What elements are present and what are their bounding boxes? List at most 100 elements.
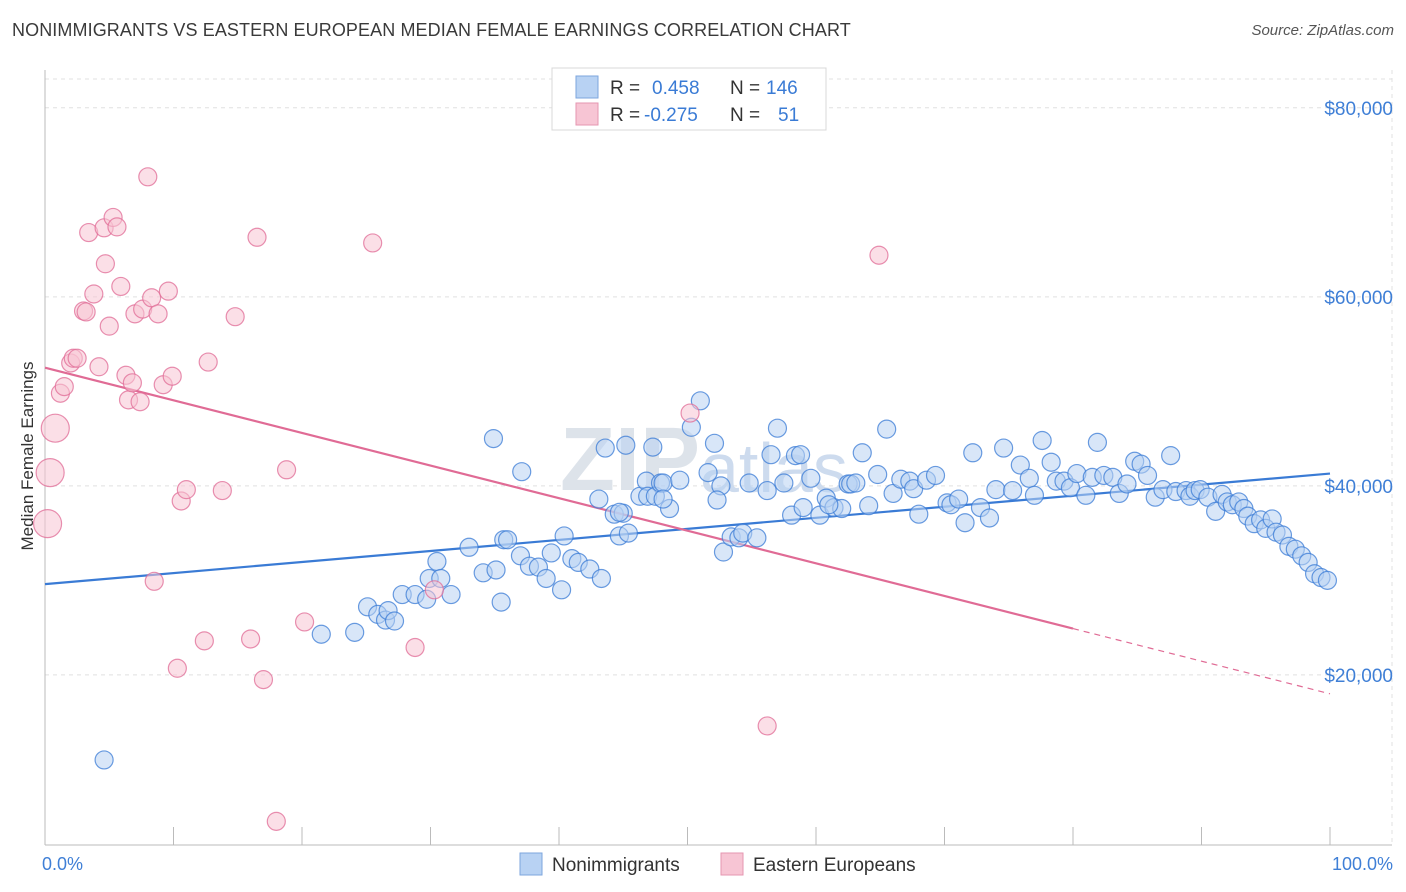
legend-swatch-blue: [575, 75, 599, 99]
nonimmigrants-point-64: [774, 473, 794, 493]
eastern-europeans-point-32: [167, 658, 187, 678]
legend-r-value-blue: 0.458: [652, 78, 700, 99]
eastern-europeans-point-49: [757, 716, 777, 736]
eastern-europeans-point-30: [158, 281, 178, 301]
nonimmigrants-point-14: [441, 584, 461, 605]
axes: [44, 70, 1392, 846]
legend: R = 0.458 N = 146 R = -0.275 N = 51: [551, 67, 827, 131]
nonimmigrants-point-23: [512, 462, 532, 482]
nonimmigrants-point-87: [925, 465, 946, 486]
eastern-europeans-point-1: [35, 458, 65, 488]
eastern-europeans-point-26: [142, 288, 162, 308]
nonimmigrants-point-146: [819, 495, 839, 515]
nonimmigrants-point-53: [704, 433, 725, 453]
nonimmigrants-point-92: [963, 443, 983, 463]
nonimmigrants-point-85: [909, 504, 929, 524]
eastern-europeans-point-35: [194, 631, 214, 651]
eastern-europeans-point-39: [241, 629, 261, 649]
nonimmigrants-point-15: [459, 537, 479, 557]
nonimmigrants-point-147: [595, 438, 615, 458]
nonimmigrants-point-17: [486, 560, 506, 580]
bottom-legend: Nonimmigrants Eastern Europeans: [519, 852, 916, 876]
eastern-europeans-point-17: [107, 217, 127, 237]
nonimmigrants-point-1: [311, 624, 331, 644]
eastern-europeans-point-36: [198, 352, 218, 372]
eastern-europeans-point-18: [111, 276, 131, 297]
nonimmigrants-point-119: [1161, 446, 1181, 466]
legend-r-label-pink: R =: [610, 105, 640, 126]
nonimmigrants-point-68: [790, 445, 811, 465]
eastern-europeans-point-2: [40, 413, 70, 443]
nonimmigrants-point-145: [1317, 570, 1338, 590]
nonimmigrants-point-33: [591, 568, 612, 589]
legend-n-value-blue: 146: [766, 78, 798, 99]
legend-r-label-blue: R =: [610, 78, 640, 99]
nonimmigrants-point-79: [868, 464, 888, 485]
nonimmigrants-point-149: [707, 490, 727, 510]
eastern-europeans-point-40: [247, 227, 267, 247]
nonimmigrants-point-95: [986, 480, 1006, 500]
nonimmigrants-point-2: [345, 622, 365, 642]
nonimmigrants-point-78: [859, 496, 879, 516]
nonimmigrants-point-62: [761, 445, 781, 465]
nonimmigrants-point-7: [384, 611, 405, 631]
y-tick-label-3: $80,000: [1324, 99, 1393, 120]
nonimmigrants-point-34: [589, 489, 609, 509]
nonimmigrants-point-51: [690, 391, 710, 411]
eastern-europeans-trend-line: [44, 366, 1074, 630]
eastern-europeans-point-34: [176, 480, 196, 500]
nonimmigrants-point-12: [427, 551, 447, 572]
y-tick-label-2: $60,000: [1324, 288, 1393, 309]
nonimmigrants-point-0: [94, 750, 114, 770]
series-nonimmigrants: [94, 391, 1338, 770]
bottom-legend-swatch-blue: [519, 852, 543, 876]
nonimmigrants-point-69: [801, 468, 821, 488]
eastern-europeans-trend-line-extension: [1072, 627, 1331, 695]
nonimmigrants-point-26: [536, 568, 556, 589]
eastern-europeans-point-46: [405, 637, 425, 658]
x-tick-label-0: 0.0%: [42, 854, 83, 874]
nonimmigrants-point-29: [554, 526, 574, 546]
nonimmigrants-point-63: [767, 418, 788, 438]
eastern-europeans-point-7: [67, 348, 87, 368]
legend-n-label-blue: N =: [730, 78, 760, 99]
bottom-legend-swatch-pink: [720, 852, 744, 876]
nonimmigrants-point-46: [653, 473, 673, 493]
nonimmigrants-point-102: [1041, 452, 1061, 472]
chart-title: NONIMMIGRANTS VS EASTERN EUROPEAN MEDIAN…: [12, 20, 851, 40]
nonimmigrants-point-96: [994, 438, 1014, 458]
nonimmigrants-point-49: [670, 470, 690, 490]
eastern-europeans-point-50: [869, 245, 889, 265]
legend-r-value-pink: -0.275: [644, 105, 698, 126]
eastern-europeans-point-27: [144, 571, 164, 591]
x-tick-label-1: 100.0%: [1332, 854, 1393, 874]
nonimmigrants-point-18: [491, 592, 511, 612]
nonimmigrants-point-60: [747, 528, 767, 548]
nonimmigrants-point-99: [1019, 468, 1039, 488]
eastern-europeans-point-15: [99, 316, 119, 336]
nonimmigrants-point-107: [1076, 485, 1096, 505]
nonimmigrants-point-67: [793, 497, 813, 518]
nonimmigrants-point-80: [877, 419, 897, 439]
nonimmigrants-point-94: [979, 508, 1000, 528]
eastern-europeans-point-9: [76, 302, 96, 322]
eastern-europeans-point-31: [162, 366, 182, 386]
y-tick-label-1: $40,000: [1324, 477, 1393, 498]
eastern-europeans-point-48: [680, 403, 700, 423]
eastern-europeans-point-41: [253, 670, 274, 690]
watermark-zip: ZIP: [560, 410, 700, 510]
nonimmigrants-point-90: [949, 489, 969, 509]
nonimmigrants-point-38: [616, 435, 636, 455]
eastern-europeans-point-14: [95, 254, 115, 274]
nonimmigrants-point-27: [541, 543, 561, 563]
legend-n-label-pink: N =: [730, 105, 760, 126]
eastern-europeans-point-12: [89, 357, 109, 377]
x-tick-labels: 0.0% 100.0%: [42, 854, 1393, 874]
y-tick-labels: $20,000 $40,000 $60,000 $80,000: [1324, 99, 1393, 687]
eastern-europeans-point-28: [148, 304, 168, 324]
nonimmigrants-point-28: [551, 580, 572, 600]
eastern-europeans-point-45: [363, 233, 383, 253]
nonimmigrants-point-48: [653, 489, 673, 509]
nonimmigrants-point-76: [846, 473, 866, 493]
